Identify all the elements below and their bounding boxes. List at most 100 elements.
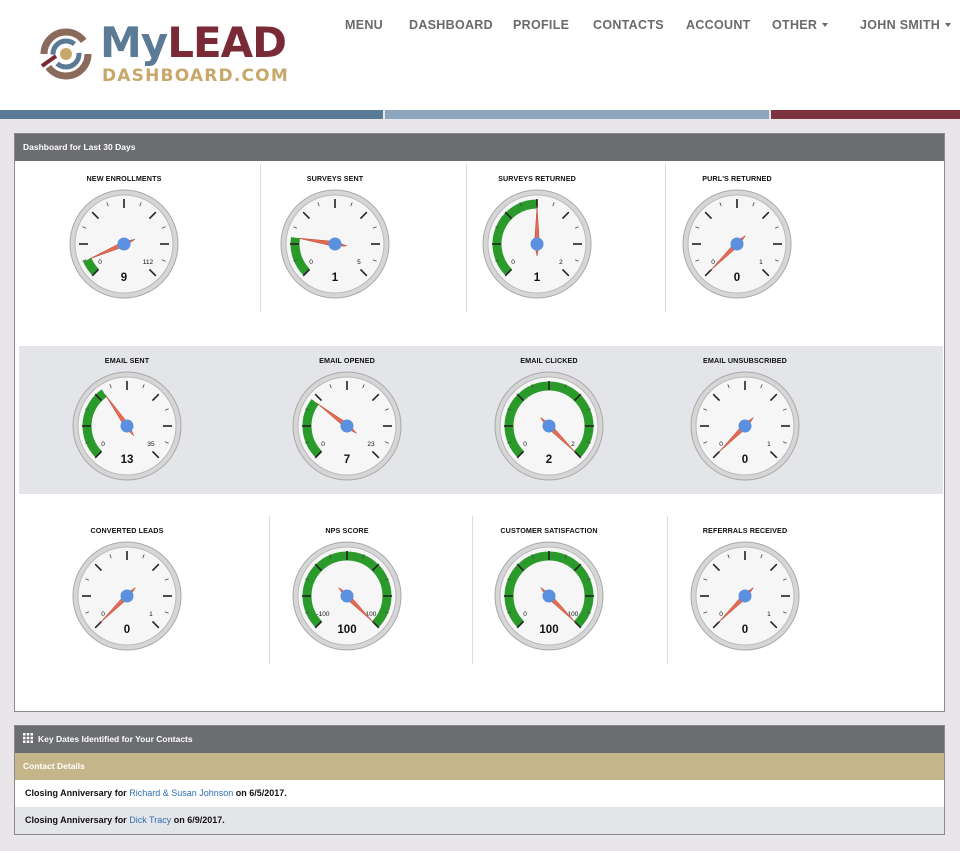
gauge-title: SURVEYS SENT (306, 174, 364, 183)
gauge-major-tick (712, 563, 721, 572)
gauge-major-tick (91, 211, 100, 220)
gauge-dial: 0 1 0 (72, 541, 182, 651)
nav-dashboard[interactable]: DASHBOARD (409, 18, 493, 32)
gauge-minor-tick (760, 384, 763, 389)
grid-icon (23, 733, 33, 743)
gauge-minor-tick (142, 554, 145, 559)
gauge-minor-tick (703, 441, 708, 444)
key-dates-title: Key Dates Identified for Your Contacts (38, 734, 193, 744)
column-divider (466, 164, 467, 312)
gauge-minor-tick (109, 554, 112, 559)
gauge-minor-tick (727, 554, 730, 559)
nav-user-label: JOHN SMITH (860, 18, 941, 32)
gauge-major-tick (761, 211, 770, 220)
gauge-max-label: 35 (147, 441, 155, 448)
gauge-value-band (82, 389, 107, 458)
nav-account[interactable]: ACCOUNT (686, 18, 751, 32)
nav-user-menu[interactable]: JOHN SMITH (860, 18, 952, 32)
gauge-minor-tick (372, 259, 377, 262)
nav-contacts[interactable]: CONTACTS (593, 18, 664, 32)
key-date-row: Closing Anniversary for Dick Tracy on 6/… (15, 807, 944, 834)
gauge-major-tick (769, 450, 778, 459)
key-date-suffix: on 6/5/2017. (233, 788, 287, 798)
gauge-min-label: 0 (321, 441, 325, 448)
gauge-major-tick (573, 563, 582, 572)
gauge-hub (120, 589, 134, 603)
gauge-max-label: 1 (759, 259, 763, 266)
gauge-min-label: 0 (309, 259, 313, 266)
gauge-minor-tick (161, 259, 166, 262)
gauge-value-band (492, 199, 538, 276)
gauge-hub (340, 419, 354, 433)
gauge-widget: EMAIL SENT 0 35 13 (67, 346, 187, 494)
gauge-value: 2 (546, 454, 552, 466)
gauge-dial: -100 100 100 (292, 541, 402, 651)
gauge-max-label: 2 (559, 259, 563, 266)
gauge-title: EMAIL SENT (104, 356, 150, 365)
nav-profile[interactable]: PROFILE (513, 18, 570, 32)
gauge-minor-tick (164, 611, 169, 614)
gauge-max-label: 100 (366, 611, 377, 618)
brand-subtitle: DASHBOARD.COM (102, 66, 289, 86)
gauge-widget: CONVERTED LEADS 0 1 0 (67, 516, 187, 664)
gauge-minor-tick (142, 384, 145, 389)
gauge-minor-tick (372, 226, 377, 229)
gauge-value: 0 (742, 624, 748, 636)
gauge-minor-tick (164, 408, 169, 411)
gauge-minor-tick (564, 554, 567, 559)
chevron-down-icon (822, 23, 829, 27)
gauge-major-tick (561, 268, 570, 277)
gauge-widget: PURL'S RETURNED 0 1 0 (677, 164, 797, 312)
gauge-dial: 0 2 1 (482, 189, 592, 299)
gauge-minor-tick (507, 408, 512, 411)
gauge-dial: 0 100 100 (494, 541, 604, 651)
gauge-major-tick (769, 620, 778, 629)
gauge-value: 100 (337, 624, 356, 636)
gauge-minor-tick (782, 408, 787, 411)
gauge-minor-tick (384, 578, 389, 581)
gauge-minor-tick (564, 384, 567, 389)
gauge-minor-tick (495, 226, 500, 229)
gauge-max-label: 1 (767, 611, 771, 618)
header-stripe-blue-dark (0, 110, 383, 119)
brand-logo[interactable]: MyLEAD DASHBOARD.COM (38, 18, 298, 90)
gauge-major-tick (516, 450, 525, 459)
gauge-minor-tick (305, 578, 310, 581)
gauge-major-tick (371, 450, 380, 459)
contact-details-subheader: Contact Details (15, 753, 944, 780)
gauge-major-tick (314, 450, 323, 459)
gauge-hub (328, 237, 342, 251)
gauge-major-tick (151, 563, 160, 572)
gauge-major-tick (94, 450, 103, 459)
gauge-minor-tick (782, 441, 787, 444)
gauge-minor-tick (727, 384, 730, 389)
nav-other[interactable]: OTHER (772, 18, 829, 32)
key-date-suffix: on 6/9/2017. (171, 815, 225, 825)
contact-link[interactable]: Dick Tracy (129, 815, 172, 825)
gauge-minor-tick (109, 384, 112, 389)
gauge-hub (530, 237, 544, 251)
gauge-value: 13 (121, 454, 134, 466)
gauge-major-tick (148, 211, 157, 220)
gauge-major-tick (151, 393, 160, 402)
gauge-hub (730, 237, 744, 251)
gauge-widget: SURVEYS SENT 0 5 1 (275, 164, 395, 312)
gauge-minor-tick (85, 578, 90, 581)
gauge-minor-tick (695, 226, 700, 229)
gauge-dial: 0 35 13 (72, 371, 182, 481)
gauge-title: SURVEYS RETURNED (498, 174, 576, 183)
gauge-major-tick (504, 268, 513, 277)
gauge-hub (120, 419, 134, 433)
gauge-minor-tick (106, 202, 109, 207)
gauge-major-tick (151, 620, 160, 629)
nav-menu[interactable]: MENU (345, 18, 384, 32)
gauge-minor-tick (703, 408, 708, 411)
gauge-min-label: 0 (711, 259, 715, 266)
contact-link[interactable]: Richard & Susan Johnson (129, 788, 234, 798)
gauge-minor-tick (139, 202, 142, 207)
gauge-major-tick (504, 211, 513, 220)
gauge-value: 100 (539, 624, 558, 636)
gauge-row: NEW ENROLLMENTS 0 112 9 SURVEYS SENT 0 5 1 SURVE… (19, 164, 943, 312)
gauge-minor-tick (329, 554, 332, 559)
gauge-title: REFERRALS RECEIVED (702, 526, 788, 535)
